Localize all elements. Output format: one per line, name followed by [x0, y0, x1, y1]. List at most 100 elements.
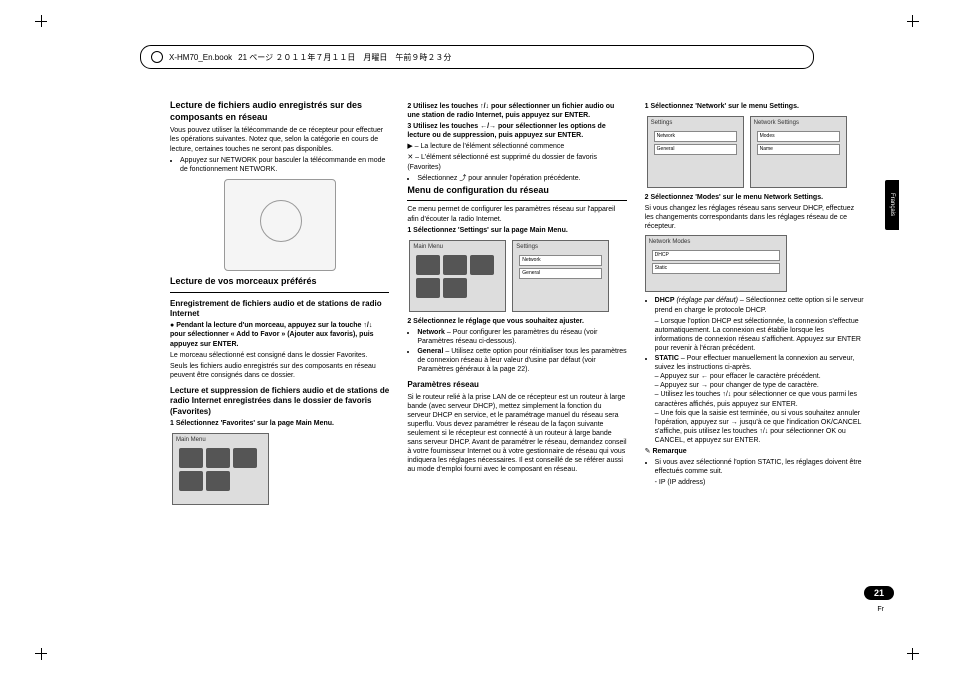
manual-page: X-HM70_En.book 21 ページ ２０１１年７月１１日 月曜日 午前９… [0, 0, 954, 675]
menu-icon [416, 255, 440, 275]
column-1: Lecture de fichiers audio enregistrés su… [170, 100, 389, 595]
subsection-title: Enregistrement de fichiers audio et de s… [170, 299, 389, 320]
menu-icon [206, 471, 230, 491]
rule [170, 292, 389, 293]
header-filename: X-HM70_En.book [169, 53, 232, 62]
screen-list: Network General [654, 131, 737, 157]
screen-title: Settings [651, 120, 673, 128]
step: 3 Utilisez les touches ←/→ pour sélectio… [407, 123, 605, 139]
screen-row: Static [652, 263, 780, 274]
subsection-title: Lecture et suppression de fichiers audio… [170, 386, 389, 417]
step: 2 Sélectionnez 'Modes' sur le menu Netwo… [645, 194, 823, 201]
column-2: 2 Utilisez les touches ↑/↓ pour sélectio… [407, 100, 626, 595]
step: 1 Sélectionnez 'Network' sur le menu Set… [645, 103, 799, 110]
page-sub-label: Fr [877, 606, 884, 613]
header-capsule: X-HM70_En.book 21 ページ ２０１１年７月１１日 月曜日 午前９… [140, 45, 814, 69]
screen-pair: Settings Network General Network Setting… [645, 113, 864, 191]
header-pageinfo: 21 ページ ２０１１年７月１１日 月曜日 午前９時２３分 [238, 52, 451, 63]
screen-network-modes: Network Modes DHCP Static [645, 235, 787, 292]
screen-row: Network [654, 131, 737, 142]
menu-icon [206, 448, 230, 468]
screen-list: Network General [519, 255, 602, 281]
section-title: Lecture de fichiers audio enregistrés su… [170, 100, 389, 123]
header-icon [151, 51, 163, 63]
menu-icon [416, 278, 440, 298]
label: STATIC [655, 355, 679, 362]
screen-icon-grid [179, 448, 262, 491]
body-text: ▶ – La lecture de l'élément sélectionné … [407, 142, 626, 151]
sub-item: – Appuyez sur → pour changer de type de … [655, 381, 864, 390]
step: 1 Sélectionnez 'Favorites' sur la page M… [170, 420, 334, 427]
bullet: DHCP (réglage par défaut) – Sélectionnez… [655, 296, 864, 353]
sub-item: – Appuyez sur ← pour effacer le caractèr… [655, 372, 864, 381]
bullet: General – Utilisez cette option pour réi… [417, 347, 626, 374]
crop-mark [899, 640, 919, 660]
remote-dpad [260, 200, 302, 242]
screen-settings: Settings Network General [647, 116, 744, 188]
screen-row: Network [519, 255, 602, 266]
label: General [417, 348, 443, 355]
screen-row: DHCP [652, 250, 780, 261]
crop-mark [35, 640, 55, 660]
note: (réglage par défaut) [676, 297, 737, 304]
remark-title: Remarque [652, 448, 686, 455]
bullet: STATIC – Pour effectuer manuellement la … [655, 354, 864, 445]
menu-icon [470, 255, 494, 275]
step: 2 Utilisez les touches ↑/↓ pour sélectio… [407, 103, 614, 119]
section-title: Menu de configuration du réseau [407, 185, 626, 197]
bullet: Network – Pour configurer les paramètres… [417, 328, 626, 346]
step: 1 Sélectionnez 'Settings' sur la page Ma… [407, 227, 567, 234]
body-text: Si le routeur relié à la prise LAN de ce… [407, 393, 626, 475]
menu-icon [179, 448, 203, 468]
desc: – Pour effectuer manuellement la connexi… [655, 355, 855, 371]
sub-desc: – Lorsque l'option DHCP est sélectionnée… [655, 317, 864, 353]
bold-instruction: Pendant la lecture d'un morceau, appuyez… [170, 322, 374, 347]
screen-pair: Main Menu Settings Network General [407, 237, 626, 315]
screen-title: Network Settings [754, 120, 799, 128]
label: DHCP [655, 297, 675, 304]
screen-row: Name [757, 144, 840, 155]
screen-row: General [519, 268, 602, 279]
sub-item: – Une fois que la saisie est terminée, o… [655, 409, 864, 445]
menu-icon [179, 471, 203, 491]
menu-icon [443, 278, 467, 298]
subsection-title: Paramètres réseau [407, 380, 626, 390]
content-columns: Lecture de fichiers audio enregistrés su… [170, 100, 864, 595]
screen-network-settings: Network Settings Modes Name [750, 116, 847, 188]
screen-row: General [654, 144, 737, 155]
remote-illustration [224, 179, 336, 271]
ip-line: - IP (IP address) [655, 478, 864, 487]
screen-main-menu: Main Menu [409, 240, 506, 312]
language-tab: Français [885, 180, 899, 230]
step: 2 Sélectionnez le réglage que vous souha… [407, 318, 584, 325]
body-text: Vous pouvez utiliser la télécommande de … [170, 126, 389, 153]
screen-list: DHCP Static [652, 250, 780, 276]
screen-title: Settings [516, 244, 538, 252]
bullet: Si vous avez sélectionné l'option STATIC… [655, 458, 864, 476]
screen-title: Network Modes [649, 239, 691, 247]
sub-item: – Utilisez les touches ↑/↓ pour sélectio… [655, 390, 864, 408]
body-text: ✕ – L'élément sélectionné est supprimé d… [407, 153, 626, 171]
screen-row: Modes [757, 131, 840, 142]
desc: – Utilisez cette option pour réinitialis… [417, 348, 626, 373]
crop-mark [899, 15, 919, 35]
menu-icon [233, 448, 257, 468]
body-text: Si vous changez les réglages réseau sans… [645, 204, 864, 231]
column-3: 1 Sélectionnez 'Network' sur le menu Set… [645, 100, 864, 595]
bullet: Sélectionnez ⤴ pour annuler l'opération … [417, 174, 626, 183]
screen-title: Main Menu [176, 437, 206, 445]
desc: – Pour configurer les paramètres du rése… [417, 329, 597, 345]
menu-icon [443, 255, 467, 275]
rule [407, 200, 626, 201]
crop-mark [35, 15, 55, 35]
bullet: Appuyez sur NETWORK pour basculer la tél… [180, 156, 389, 174]
body-text: Seuls les fichiers audio enregistrés sur… [170, 362, 389, 380]
screen-settings: Settings Network General [512, 240, 609, 312]
screen-main-menu: Main Menu [172, 433, 269, 505]
page-number-badge: 21 [864, 586, 894, 600]
screen-list: Modes Name [757, 131, 840, 157]
screen-title: Main Menu [413, 244, 443, 252]
section-title: Lecture de vos morceaux préférés [170, 276, 389, 288]
body-text: Ce menu permet de configurer les paramèt… [407, 205, 626, 223]
label: Network [417, 329, 445, 336]
